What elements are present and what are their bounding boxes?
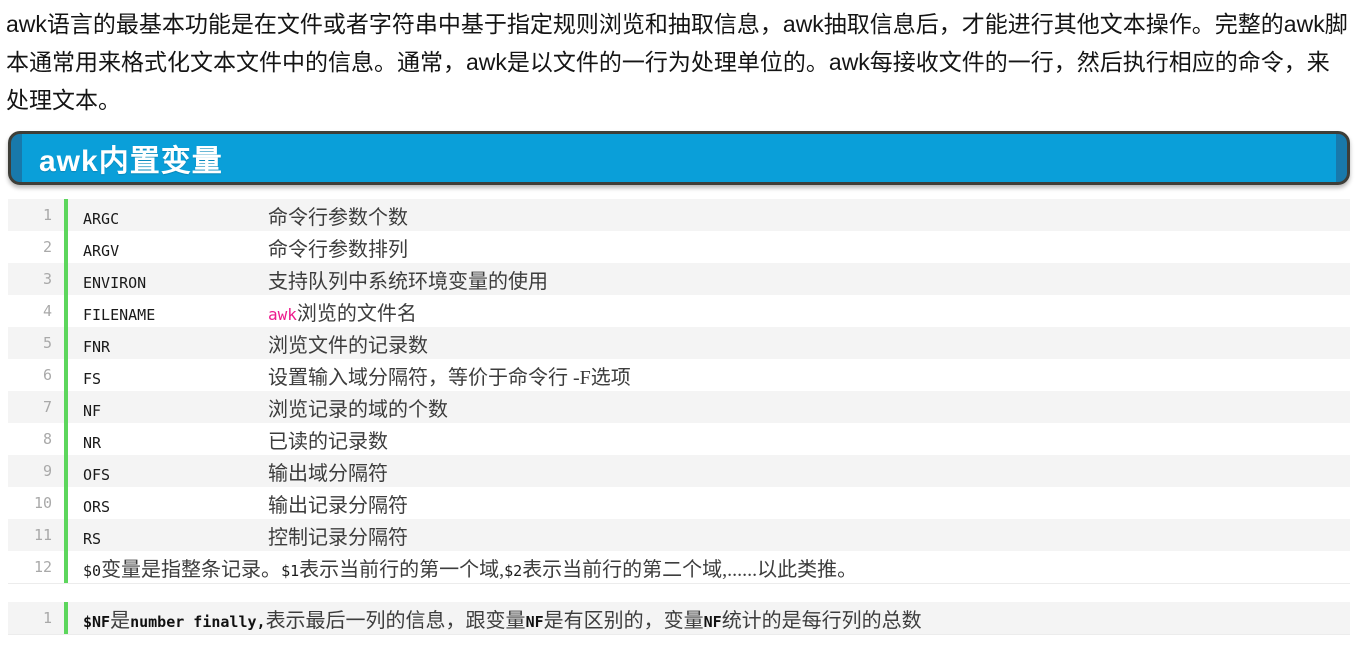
description-text: 表示最后一列的信息，跟变量 [265,609,526,632]
description-text: 统计的是每行列的总数 [721,609,922,632]
code-token: $NF [83,612,111,631]
code-token: NF [703,612,722,631]
variable-description: 输出域分隔符 [268,462,388,485]
green-accent-bar [64,295,68,327]
green-accent-bar [64,519,68,551]
green-accent-bar [64,551,68,583]
variable-name: NR [83,433,102,452]
line-number: 5 [42,334,52,352]
code-line: 1 $NF 是 number finally, 表示最后一列的信息，跟变量 NF 是有区别… [8,602,1350,634]
intro-paragraph: awk语言的最基本功能是在文件或者字符串中基于指定规则浏览和抽取信息，awk抽取… [6,11,1348,113]
variable-description: 命令行参数个数 [268,206,408,229]
variable-description: 控制记录分隔符 [268,526,408,549]
line-number: 10 [33,494,52,512]
variable-name: ENVIRON [83,273,147,292]
code-line: 11 RS 控制记录分隔符 [8,519,1350,551]
green-accent-bar [64,263,68,295]
code-line: 10 ORS 输出记录分隔符 [8,487,1350,519]
line-number: 1 [42,206,52,224]
variable-name: ORS [83,497,111,516]
variable-name: RS [83,529,102,548]
code-line: 3 ENVIRON 支持队列中系统环境变量的使用 [8,263,1350,295]
variable-name: FS [83,369,102,388]
builtin-variables-code-block: 1 ARGC 命令行参数个数 2 ARGV 命令行参数排列 3 ENVIRON 支持队… [8,199,1350,584]
green-accent-bar [64,199,68,231]
nf-note-code-block: 1 $NF 是 number finally, 表示最后一列的信息，跟变量 NF 是有区别… [8,602,1350,635]
line-number: 9 [42,462,52,480]
line-number: 3 [42,270,52,288]
awk-highlight-text: awk [268,304,297,324]
line-number: 11 [33,526,52,544]
variable-description: 已读的记录数 [268,430,388,453]
code-line: 4 FILENAME awk 浏览的文件名 [8,295,1350,327]
section-title: awk内置变量 [39,145,223,178]
code-token: $1 [281,561,300,580]
description-text: 是有区别的，变量 [543,609,704,632]
line-number: 8 [42,430,52,448]
code-token: number finally, [130,612,266,631]
code-token: $0 [83,561,102,580]
line-number: 2 [42,238,52,256]
code-line: 6 FS 设置输入域分隔符，等价于命令行 -F选项 [8,359,1350,391]
description-text: 变量是指整条记录。 [101,558,282,581]
green-accent-bar [64,231,68,263]
code-line: 9 OFS 输出域分隔符 [8,455,1350,487]
variable-name: FNR [83,337,111,356]
variable-description: 命令行参数排列 [268,238,408,261]
variable-name: ARGC [83,209,120,228]
variable-name: OFS [83,465,111,484]
code-line: 8 NR 已读的记录数 [8,423,1350,455]
variable-description: 支持队列中系统环境变量的使用 [268,270,548,293]
line-number: 12 [33,558,52,576]
green-accent-bar [64,327,68,359]
code-line: 1 ARGC 命令行参数个数 [8,199,1350,231]
variable-description: 浏览的文件名 [296,302,417,325]
description-text: 是 [110,609,131,632]
code-line: 7 NF 浏览记录的域的个数 [8,391,1350,423]
green-accent-bar [64,423,68,455]
variable-name: FILENAME [83,305,156,324]
variable-description: 浏览文件的记录数 [268,334,428,357]
line-number: 6 [42,366,52,384]
green-accent-bar [64,455,68,487]
variable-description: 设置输入域分隔符，等价于命令行 -F选项 [268,366,631,389]
description-text: 表示当前行的第一个域, [299,558,505,581]
code-token: NF [525,612,544,631]
green-accent-bar [64,602,68,634]
line-number: 4 [42,302,52,320]
variable-name: NF [83,401,102,420]
description-text: 表示当前行的第二个域,......以此类推。 [522,558,858,581]
code-token: $2 [504,561,523,580]
green-accent-bar [64,487,68,519]
code-line: 2 ARGV 命令行参数排列 [8,231,1350,263]
section-header-bar: awk内置变量 [8,131,1350,185]
code-line: 5 FNR 浏览文件的记录数 [8,327,1350,359]
green-accent-bar [64,359,68,391]
line-number: 1 [42,609,52,627]
variable-description: 浏览记录的域的个数 [268,398,448,421]
variable-name: ARGV [83,241,120,260]
green-accent-bar [64,391,68,423]
code-line: 12 $0 变量是指整条记录。 $1 表示当前行的第一个域, $2 表示当前行的第二个域,… [8,551,1350,583]
line-number: 7 [42,398,52,416]
variable-description: 输出记录分隔符 [268,494,408,517]
